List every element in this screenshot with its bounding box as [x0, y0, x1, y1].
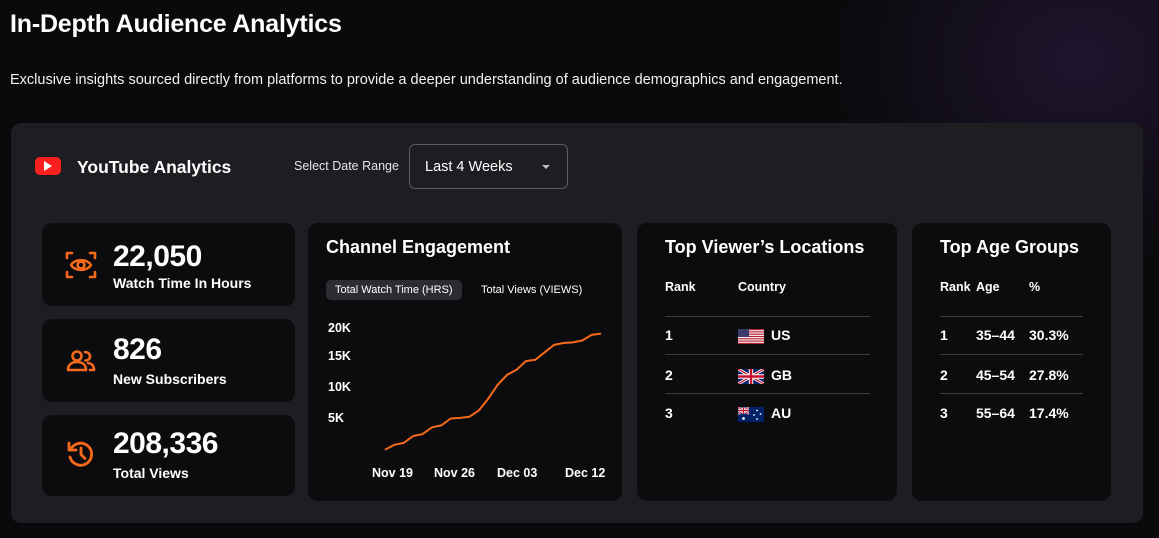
stat-label: New Subscribers [113, 371, 227, 387]
y-tick-label: 15K [328, 349, 351, 363]
divider [665, 354, 870, 355]
age-cell: 35–44 [976, 327, 1015, 343]
stat-card-watch-time: 22,050 Watch Time In Hours [42, 223, 295, 306]
engagement-line-chart [384, 332, 602, 451]
top-locations-card: Top Viewer’s Locations Rank Country 1 US… [637, 223, 897, 501]
eye-icon [64, 248, 98, 287]
chevron-down-icon [542, 165, 550, 169]
card-title: Top Age Groups [940, 237, 1079, 257]
divider [665, 393, 870, 394]
stat-label: Total Views [113, 465, 189, 481]
card-title: Channel Engagement [326, 237, 511, 257]
us-flag-icon [738, 329, 764, 349]
country-cell: AU [771, 405, 792, 421]
date-range-value: Last 4 Weeks [425, 158, 513, 175]
stat-value: 22,050 [113, 240, 202, 273]
stat-value: 826 [113, 333, 162, 366]
rank-cell: 3 [665, 405, 673, 421]
tab-total-views[interactable]: Total Views (VIEWS) [481, 284, 583, 296]
column-header-rank: Rank [665, 280, 696, 294]
watch-time-series-line [384, 332, 602, 451]
stat-label: Watch Time In Hours [113, 275, 252, 291]
rank-cell: 2 [665, 367, 673, 383]
divider [940, 354, 1083, 355]
stat-card-subscribers: 826 New Subscribers [42, 319, 295, 402]
tab-total-watch-time[interactable]: Total Watch Time (HRS) [326, 280, 462, 300]
rank-cell: 2 [940, 367, 948, 383]
panel-title: YouTube Analytics [77, 157, 232, 177]
divider [665, 316, 870, 317]
rank-cell: 1 [665, 327, 673, 343]
x-tick-label: Dec 12 [565, 466, 606, 480]
stat-card-views: 208,336 Total Views [42, 415, 295, 496]
column-header-percent: % [1029, 280, 1041, 294]
divider [940, 393, 1083, 394]
au-flag-icon [737, 406, 764, 427]
age-cell: 45–54 [976, 367, 1015, 383]
date-range-label: Select Date Range [294, 159, 399, 173]
age-cell: 55–64 [976, 405, 1015, 421]
x-tick-label: Dec 03 [497, 466, 538, 480]
country-cell: GB [771, 367, 792, 383]
page-title: In-Depth Audience Analytics [10, 10, 342, 38]
gb-flag-icon [737, 367, 765, 389]
divider [940, 316, 1083, 317]
history-icon [64, 437, 98, 476]
x-tick-label: Nov 19 [372, 466, 413, 480]
channel-engagement-card: Channel Engagement Total Watch Time (HRS… [308, 223, 622, 501]
column-header-age: Age [976, 280, 1000, 294]
percent-cell: 30.3% [1029, 327, 1069, 343]
rank-cell: 3 [940, 405, 948, 421]
card-title: Top Viewer’s Locations [665, 237, 865, 257]
youtube-play-icon [35, 157, 61, 175]
page-subtitle: Exclusive insights sourced directly from… [10, 72, 843, 88]
users-icon [64, 344, 98, 383]
country-cell: US [771, 327, 791, 343]
percent-cell: 27.8% [1029, 367, 1069, 383]
y-tick-label: 20K [328, 321, 351, 335]
y-tick-label: 5K [328, 411, 344, 425]
column-header-rank: Rank [940, 280, 971, 294]
analytics-panel: YouTube Analytics Select Date Range Last… [11, 123, 1143, 523]
y-tick-label: 10K [328, 380, 351, 394]
stat-value: 208,336 [113, 427, 218, 460]
x-tick-label: Nov 26 [434, 466, 475, 480]
percent-cell: 17.4% [1029, 405, 1069, 421]
column-header-country: Country [738, 280, 786, 294]
top-age-groups-card: Top Age Groups Rank Age % 1 35–44 30.3% … [912, 223, 1111, 501]
date-range-select[interactable]: Last 4 Weeks [409, 144, 568, 189]
rank-cell: 1 [940, 327, 948, 343]
